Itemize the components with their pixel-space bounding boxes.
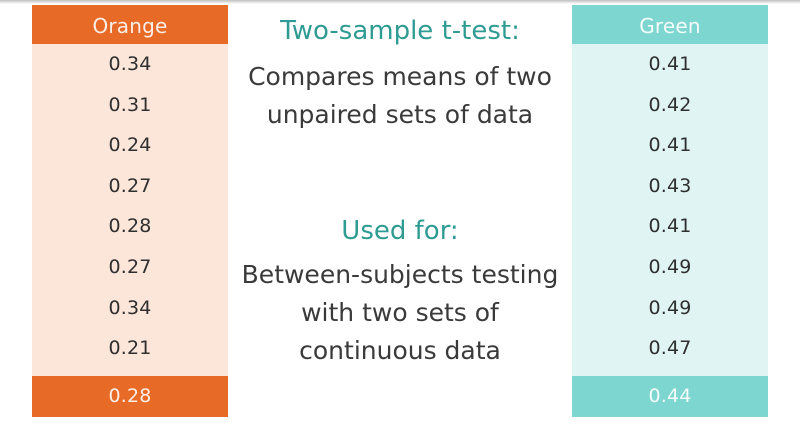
orange-column: Orange 0.34 0.31 0.24 0.27 0.28 0.27 0.3… — [32, 5, 228, 417]
used-for-line: Between-subjects testing — [241, 260, 559, 289]
used-for-title: Used for: — [341, 216, 459, 246]
orange-value: 0.27 — [108, 174, 152, 197]
green-value: 0.49 — [648, 255, 692, 278]
orange-mean: 0.28 — [32, 376, 228, 417]
orange-value: 0.34 — [108, 53, 152, 75]
orange-value: 0.28 — [108, 215, 152, 238]
orange-value: 0.21 — [108, 337, 152, 360]
used-for-description: Between-subjects testing with two sets o… — [228, 256, 572, 370]
green-value: 0.47 — [648, 337, 692, 360]
orange-value: 0.31 — [108, 93, 152, 116]
explanation-panel: Two-sample t-test: Compares means of two… — [228, 0, 572, 434]
green-value: 0.41 — [648, 53, 692, 75]
green-mean: 0.44 — [572, 376, 768, 417]
orange-value: 0.24 — [108, 134, 152, 157]
orange-header: Orange — [32, 5, 228, 44]
used-for-line: with two sets of — [301, 298, 499, 327]
green-column: Green 0.41 0.42 0.41 0.43 0.41 0.49 0.49… — [572, 5, 768, 417]
green-value: 0.49 — [648, 296, 692, 319]
orange-value: 0.34 — [108, 296, 152, 319]
used-for-line: continuous data — [299, 336, 501, 365]
green-value: 0.41 — [648, 215, 692, 238]
ttest-line: Compares means of two — [248, 62, 552, 91]
orange-value: 0.27 — [108, 255, 152, 278]
green-header: Green — [572, 5, 768, 44]
green-value: 0.42 — [648, 93, 692, 116]
ttest-line: unpaired sets of data — [266, 100, 534, 129]
ttest-title: Two-sample t-test: — [280, 16, 520, 46]
green-value: 0.41 — [648, 134, 692, 157]
ttest-description: Compares means of two unpaired sets of d… — [228, 58, 572, 134]
green-value: 0.43 — [648, 174, 692, 197]
top-shadow — [0, 0, 800, 4]
